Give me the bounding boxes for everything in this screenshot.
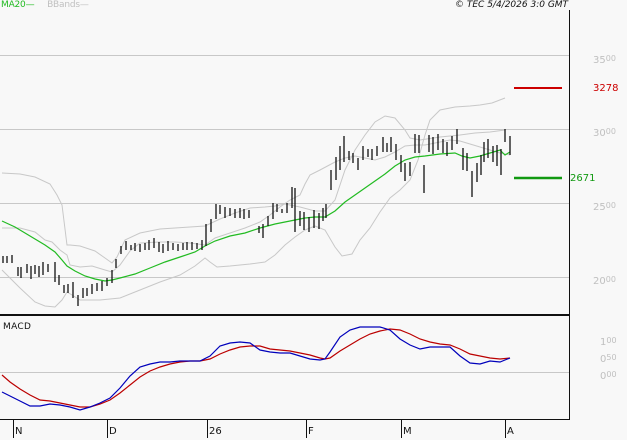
macd-tick-1: 100 <box>600 336 617 348</box>
price-tick-2000: 2000 <box>593 275 616 287</box>
ma20-line <box>1 149 511 282</box>
macd-line <box>1 326 511 411</box>
x-label-dec: D <box>109 426 117 437</box>
price-tick-3000: 3000 <box>593 127 616 139</box>
price-gridlines <box>0 55 569 373</box>
resistance-target-label: 3278 <box>593 83 619 94</box>
copyright-timestamp: © TEC 5/4/2026 3:0 GMT <box>455 0 569 10</box>
x-label-nov: N <box>15 426 23 437</box>
ohlc-bars <box>2 129 511 306</box>
price-tick-3500: 3500 <box>593 54 616 66</box>
macd-panel-title: MACD <box>3 322 32 332</box>
x-axis-ticks <box>13 420 506 438</box>
legend-bbands: BBands— <box>47 0 89 10</box>
legend-ma20: MA20— <box>1 0 35 10</box>
macd-tick-0: 000 <box>600 370 617 382</box>
x-label-feb: F <box>308 426 314 437</box>
price-tick-2500: 2500 <box>593 201 616 213</box>
x-label-mar: M <box>403 426 412 437</box>
chart-legend: MA20— BBands— <box>1 0 89 10</box>
macd-tick-0-5: 050 <box>600 353 617 365</box>
support-target-label: 2671 <box>570 173 596 184</box>
x-label-2026: 26 <box>209 426 222 437</box>
x-label-apr: A <box>507 426 514 437</box>
bollinger-bands <box>1 97 511 308</box>
macd-signal-line <box>1 328 511 408</box>
